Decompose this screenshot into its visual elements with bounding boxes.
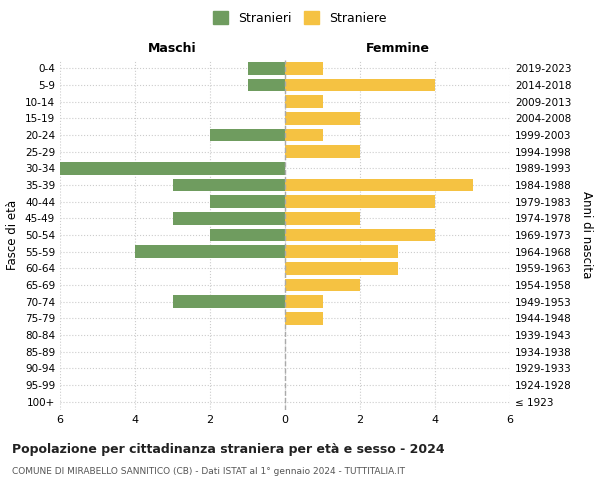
Bar	[285, 212, 360, 224]
Bar	[285, 229, 435, 241]
Bar	[285, 262, 398, 274]
Y-axis label: Anni di nascita: Anni di nascita	[580, 192, 593, 278]
Text: Popolazione per cittadinanza straniera per età e sesso - 2024: Popolazione per cittadinanza straniera p…	[12, 442, 445, 456]
Bar	[135, 246, 285, 258]
Bar	[285, 196, 435, 208]
Bar	[285, 246, 398, 258]
Bar	[285, 129, 323, 141]
Bar	[210, 129, 285, 141]
Bar	[285, 79, 435, 92]
Bar	[173, 296, 285, 308]
Bar	[210, 196, 285, 208]
Bar	[285, 312, 323, 324]
Bar	[285, 296, 323, 308]
Bar	[248, 79, 285, 92]
Bar	[173, 212, 285, 224]
Bar	[173, 179, 285, 192]
Bar	[248, 62, 285, 74]
Y-axis label: Fasce di età: Fasce di età	[7, 200, 19, 270]
Text: COMUNE DI MIRABELLO SANNITICO (CB) - Dati ISTAT al 1° gennaio 2024 - TUTTITALIA.: COMUNE DI MIRABELLO SANNITICO (CB) - Dat…	[12, 468, 405, 476]
Bar	[210, 229, 285, 241]
Bar	[285, 62, 323, 74]
Bar	[60, 162, 285, 174]
Bar	[285, 146, 360, 158]
Bar	[285, 96, 323, 108]
Bar	[285, 112, 360, 124]
Text: Femmine: Femmine	[365, 42, 430, 55]
Legend: Stranieri, Straniere: Stranieri, Straniere	[213, 11, 387, 25]
Bar	[285, 279, 360, 291]
Text: Maschi: Maschi	[148, 42, 197, 55]
Bar	[285, 179, 473, 192]
